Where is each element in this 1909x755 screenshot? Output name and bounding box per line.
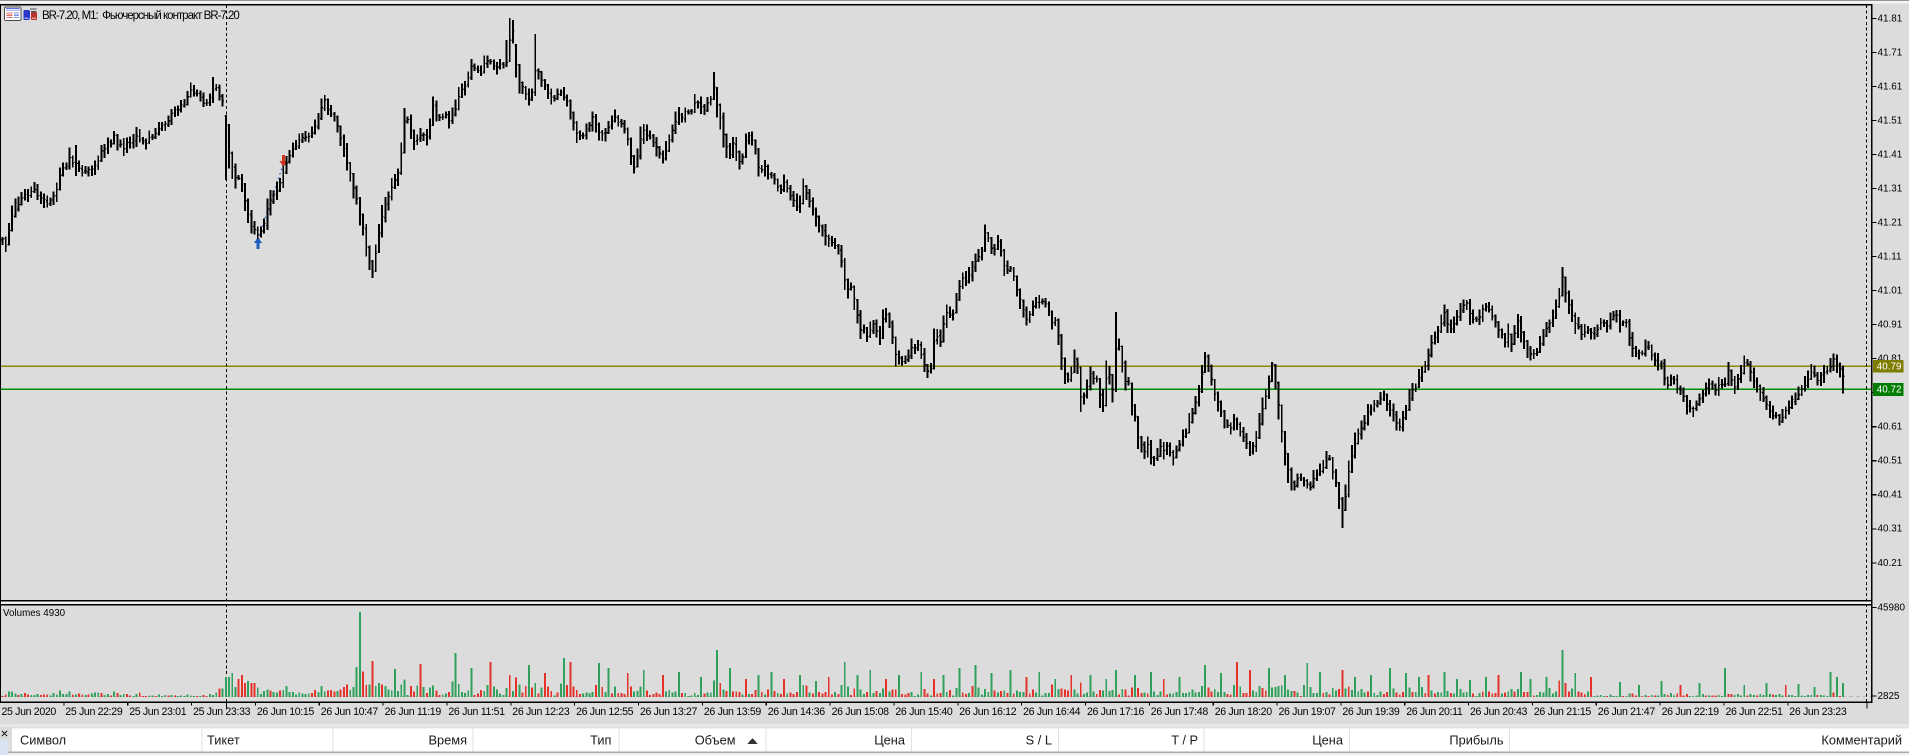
svg-text:25 Jun 23:33: 25 Jun 23:33 — [193, 706, 251, 718]
svg-text:40.81: 40.81 — [1878, 354, 1903, 365]
svg-text:45980: 45980 — [1878, 603, 1906, 614]
svg-text:26 Jun 12:55: 26 Jun 12:55 — [576, 706, 634, 718]
svg-text:26 Jun 18:20: 26 Jun 18:20 — [1215, 706, 1273, 718]
svg-text:Объем: Объем — [695, 733, 736, 748]
svg-text:26 Jun 20:11: 26 Jun 20:11 — [1406, 706, 1463, 718]
svg-text:S / L: S / L — [1026, 733, 1052, 748]
svg-text:26 Jun 20:43: 26 Jun 20:43 — [1470, 706, 1528, 718]
svg-text:40.31: 40.31 — [1878, 524, 1903, 535]
svg-text:41.61: 41.61 — [1878, 81, 1903, 92]
svg-text:26 Jun 17:16: 26 Jun 17:16 — [1087, 706, 1145, 718]
svg-text:25 Jun 23:01: 25 Jun 23:01 — [129, 706, 187, 718]
svg-text:41.31: 41.31 — [1878, 184, 1903, 195]
svg-text:26 Jun 16:44: 26 Jun 16:44 — [1023, 706, 1081, 718]
svg-text:40.41: 40.41 — [1878, 490, 1903, 501]
svg-text:26 Jun 11:19: 26 Jun 11:19 — [385, 706, 442, 718]
svg-text:26 Jun 17:48: 26 Jun 17:48 — [1151, 706, 1209, 718]
svg-text:26 Jun 10:47: 26 Jun 10:47 — [321, 706, 379, 718]
svg-text:26 Jun 22:19: 26 Jun 22:19 — [1662, 706, 1720, 718]
svg-text:Цена: Цена — [1312, 733, 1344, 748]
svg-text:Цена: Цена — [874, 733, 906, 748]
svg-text:41.21: 41.21 — [1878, 218, 1903, 229]
svg-text:26 Jun 22:51: 26 Jun 22:51 — [1726, 706, 1784, 718]
svg-text:Тикет: Тикет — [207, 733, 240, 748]
svg-text:41.01: 41.01 — [1878, 286, 1903, 297]
svg-text:41.41: 41.41 — [1878, 149, 1903, 160]
svg-text:40.91: 40.91 — [1878, 320, 1903, 331]
svg-text:Volumes 4930: Volumes 4930 — [3, 608, 66, 619]
svg-text:26 Jun 12:23: 26 Jun 12:23 — [512, 706, 570, 718]
svg-text:41.81: 41.81 — [1878, 13, 1903, 24]
svg-text:Прибыль: Прибыль — [1449, 733, 1503, 748]
svg-text:26 Jun 15:08: 26 Jun 15:08 — [832, 706, 890, 718]
svg-text:40.61: 40.61 — [1878, 422, 1903, 433]
svg-text:26 Jun 14:36: 26 Jun 14:36 — [768, 706, 826, 718]
svg-text:26 Jun 19:07: 26 Jun 19:07 — [1279, 706, 1337, 718]
svg-text:41.51: 41.51 — [1878, 115, 1903, 126]
svg-text:25 Jun 2020: 25 Jun 2020 — [2, 706, 57, 718]
svg-text:26 Jun 10:15: 26 Jun 10:15 — [257, 706, 315, 718]
svg-text:T / P: T / P — [1171, 733, 1198, 748]
svg-text:26 Jun 21:15: 26 Jun 21:15 — [1534, 706, 1592, 718]
svg-text:26 Jun 23:23: 26 Jun 23:23 — [1789, 706, 1847, 718]
svg-text:Комментарий: Комментарий — [1821, 733, 1902, 748]
svg-text:26 Jun 13:59: 26 Jun 13:59 — [704, 706, 762, 718]
svg-text:41.11: 41.11 — [1878, 252, 1902, 263]
svg-text:26 Jun 19:39: 26 Jun 19:39 — [1342, 706, 1400, 718]
svg-text:40.51: 40.51 — [1878, 456, 1903, 467]
svg-text:41.71: 41.71 — [1878, 47, 1903, 58]
svg-text:25 Jun 22:29: 25 Jun 22:29 — [65, 706, 123, 718]
svg-text:26 Jun 13:27: 26 Jun 13:27 — [640, 706, 698, 718]
svg-text:Тип: Тип — [590, 733, 611, 748]
svg-text:26 Jun 21:47: 26 Jun 21:47 — [1598, 706, 1656, 718]
svg-text:2825: 2825 — [1878, 691, 1900, 702]
svg-text:26 Jun 16:12: 26 Jun 16:12 — [959, 706, 1017, 718]
svg-text:BR-7.20, M1: Фьючерсный контр: BR-7.20, M1: Фьючерсный контракт BR-7.20 — [42, 10, 239, 22]
svg-text:40.21: 40.21 — [1878, 558, 1903, 569]
svg-text:40.79: 40.79 — [1877, 361, 1902, 372]
svg-text:26 Jun 11:51: 26 Jun 11:51 — [448, 706, 505, 718]
svg-text:Символ: Символ — [20, 733, 66, 748]
svg-text:Время: Время — [429, 733, 468, 748]
svg-text:40.72: 40.72 — [1877, 385, 1902, 396]
svg-text:26 Jun 15:40: 26 Jun 15:40 — [895, 706, 953, 718]
